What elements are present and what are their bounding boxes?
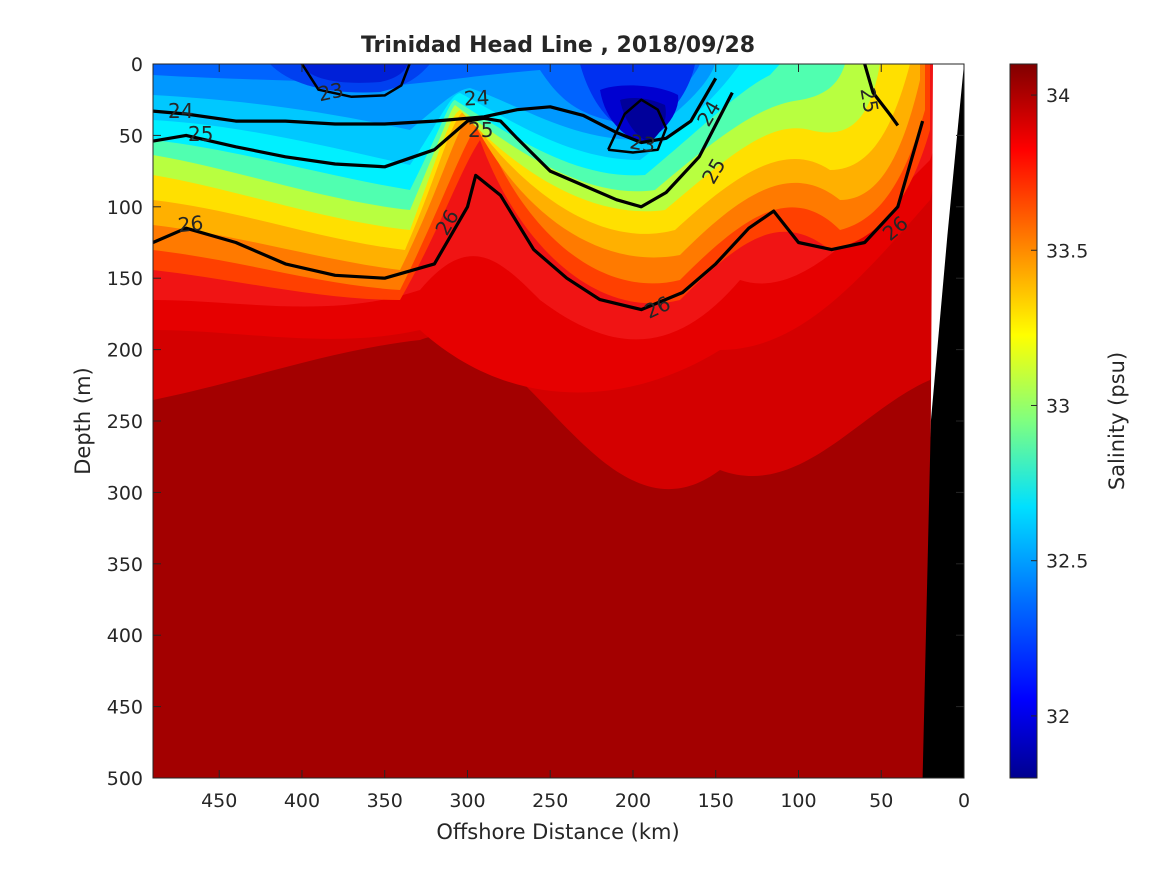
x-axis-ticks: 450 400 350 300 250 200 150 100 50 0 <box>201 64 970 812</box>
y-tick-label: 50 <box>119 125 143 147</box>
colorbar-ticks: 32 32.5 33 33.5 34 <box>1031 85 1088 728</box>
x-tick-label: 200 <box>615 790 651 812</box>
x-tick-label: 0 <box>958 790 970 812</box>
y-tick-label: 100 <box>107 197 143 219</box>
density-contour-23 <box>300 64 411 99</box>
density-contour-25 <box>153 91 734 209</box>
y-tick-label: 450 <box>107 697 143 719</box>
y-axis-label: Depth (m) <box>71 367 95 474</box>
x-axis-label: Offshore Distance (km) <box>436 820 679 844</box>
y-tick-label: 400 <box>107 625 143 647</box>
chart-title: Trinidad Head Line , 2018/09/28 <box>361 33 755 58</box>
y-axis-ticks: 0 50 100 150 200 250 300 350 400 450 500 <box>107 54 964 790</box>
y-tick-label: 200 <box>107 340 143 362</box>
density-contour-24 <box>153 77 718 145</box>
contour-label: 26 <box>177 211 205 238</box>
density-contours <box>153 64 925 312</box>
colorbar-tick-label: 33 <box>1046 395 1070 417</box>
x-tick-label: 450 <box>201 790 237 812</box>
y-tick-label: 0 <box>131 54 143 76</box>
y-tick-label: 300 <box>107 482 143 504</box>
y-tick-label: 500 <box>107 768 143 790</box>
colorbar-gradient <box>1009 63 1038 779</box>
density-contour-23 <box>607 98 668 154</box>
density-contour-26 <box>153 120 925 312</box>
x-tick-label: 50 <box>869 790 893 812</box>
x-tick-label: 350 <box>367 790 403 812</box>
y-tick-label: 350 <box>107 554 143 576</box>
colorbar-tick-label: 32 <box>1046 706 1070 728</box>
x-tick-label: 150 <box>698 790 734 812</box>
salinity-field <box>153 64 964 778</box>
contour-label: 23 <box>316 77 346 106</box>
shelf-mask <box>922 64 964 778</box>
colorbar-tick-label: 34 <box>1046 85 1070 107</box>
contour-label: 25 <box>855 86 883 115</box>
contour-label: 25 <box>468 118 493 142</box>
x-tick-label: 400 <box>284 790 320 812</box>
colorbar-tick-label: 32.5 <box>1046 551 1088 573</box>
contour-label: 24 <box>168 99 193 123</box>
y-tick-label: 250 <box>107 411 143 433</box>
colorbar-tick-label: 33.5 <box>1046 240 1088 262</box>
density-contour-25 <box>863 64 900 127</box>
x-tick-label: 300 <box>449 790 485 812</box>
colorbar-label: Salinity (psu) <box>1105 352 1129 490</box>
contour-label: 23 <box>628 129 657 157</box>
contour-label: 25 <box>188 122 213 146</box>
x-tick-label: 250 <box>532 790 568 812</box>
x-tick-label: 100 <box>780 790 816 812</box>
contour-label: 24 <box>463 85 490 110</box>
colorbar: 32 32.5 33 33.5 34 Salinity (psu) <box>1009 63 1129 779</box>
y-tick-label: 150 <box>107 268 143 290</box>
